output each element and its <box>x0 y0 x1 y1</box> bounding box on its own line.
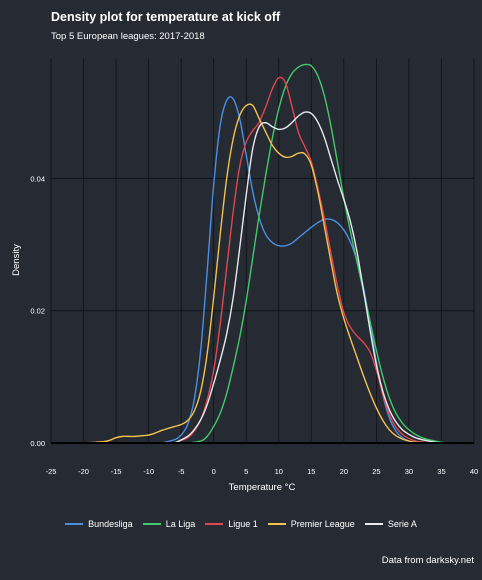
y-tick-label: 0.04 <box>30 174 45 183</box>
legend-item: La Liga <box>142 519 196 529</box>
x-tick-label: 0 <box>212 467 216 476</box>
x-tick-label: 30 <box>405 467 413 476</box>
legend-item: Ligue 1 <box>205 519 258 529</box>
legend-key <box>267 523 286 525</box>
legend-label: La Liga <box>165 519 196 529</box>
x-tick-label: -25 <box>46 467 57 476</box>
legend-label: Serie A <box>387 519 417 529</box>
legend-key <box>142 523 161 525</box>
chart-subtitle: Top 5 European leagues: 2017-2018 <box>51 31 205 42</box>
density-line-serie-a <box>174 111 448 444</box>
density-line-premier-league <box>83 103 429 444</box>
y-axis-label: Density <box>11 244 22 276</box>
density-line-la-liga <box>187 63 455 444</box>
x-tick-label: 25 <box>372 467 380 476</box>
legend-item: Premier League <box>267 519 355 529</box>
density-plot: -25 -20 -15 -10 -5 0 5 10 15 20 25 30 35 40 0.000.020… <box>11 58 479 493</box>
legend-label: Premier League <box>290 519 355 529</box>
density-line-bundesliga <box>161 96 429 444</box>
legend-item: Serie A <box>364 519 417 529</box>
x-axis-label: Temperature °C <box>229 482 296 493</box>
legend-item: Bundesliga <box>65 519 133 529</box>
legend-label: Ligue 1 <box>228 519 258 529</box>
y-tick-label: 0.02 <box>30 307 45 316</box>
density-line-ligue-1 <box>174 76 435 444</box>
x-tick-label: -5 <box>178 467 185 476</box>
x-tick-label: 40 <box>470 467 478 476</box>
x-tick-label: 35 <box>437 467 445 476</box>
density-curves <box>83 63 455 444</box>
chart-title: Density plot for temperature at kick off <box>51 10 281 24</box>
y-tick-label: 0.00 <box>30 439 45 448</box>
legend-key <box>205 523 224 525</box>
data-source-caption: Data from darksky.net <box>381 555 474 566</box>
legend-key <box>364 523 383 525</box>
x-tick-label: 15 <box>307 467 315 476</box>
x-tick-label: -10 <box>143 467 154 476</box>
x-tick-label: 20 <box>340 467 348 476</box>
x-tick-labels: -25 -20 -15 -10 -5 0 5 10 15 20 25 30 35 40 <box>46 467 479 476</box>
x-tick-label: 10 <box>275 467 283 476</box>
legend-label: Bundesliga <box>88 519 133 529</box>
legend-key <box>65 523 84 525</box>
y-tick-labels: 0.00 0.02 0.04 <box>30 174 45 448</box>
x-tick-label: -15 <box>111 467 122 476</box>
x-tick-label: -20 <box>78 467 89 476</box>
x-tick-label: 5 <box>244 467 248 476</box>
legend: Bundesliga La Liga Ligue 1 Premier League Se… <box>0 519 482 529</box>
